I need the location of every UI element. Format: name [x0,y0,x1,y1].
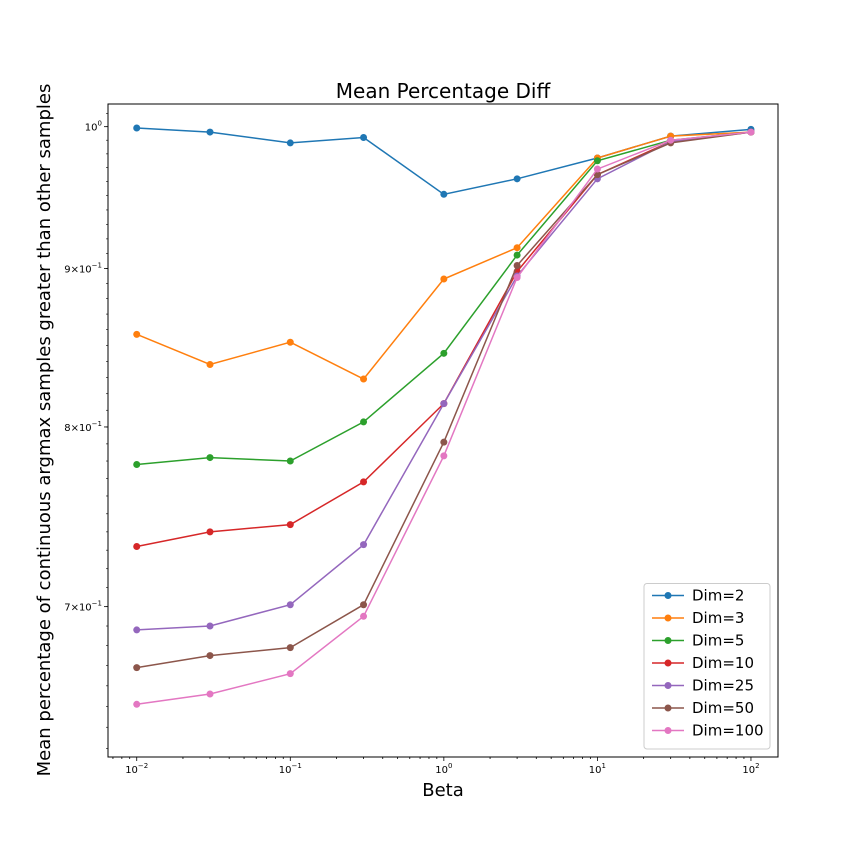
legend-marker [664,704,672,712]
data-point [133,626,141,634]
legend-marker [664,659,672,667]
data-point [286,457,294,465]
data-point [513,251,521,259]
data-point [286,644,294,652]
data-point [593,171,601,179]
data-point [747,128,755,136]
data-point [513,175,521,183]
y-axis-label: Mean percentage of continuous argmax sam… [34,84,55,777]
data-point [206,690,214,698]
x-tick-label: 101 [589,762,606,776]
data-point [593,157,601,165]
data-point [206,454,214,462]
legend-label: Dim=2 [692,587,744,605]
data-point [286,670,294,678]
x-tick-label: 100 [435,762,452,776]
x-tick-label: 10−1 [279,762,302,776]
chart-title: Mean Percentage Diff [336,79,552,103]
y-tick-label: 7×10−1 [64,600,102,614]
data-point [286,139,294,147]
data-point [360,375,368,383]
series-line [136,127,752,196]
legend-marker [664,727,672,734]
legend-label: Dim=3 [692,609,744,627]
series-Dim=5 [133,128,755,468]
data-point [360,478,368,486]
data-point [513,261,521,269]
data-point [206,652,214,660]
y-tick-label: 100 [85,120,102,134]
series-Dim=100 [133,128,755,708]
data-point [440,349,448,357]
data-point [360,418,368,426]
series-line [136,131,752,380]
data-point [133,460,141,468]
data-point [286,338,294,346]
x-tick-label: 102 [742,762,759,776]
data-point [360,133,368,141]
data-point [133,124,141,132]
data-point [206,361,214,369]
legend-marker [664,682,672,689]
data-point [133,542,141,550]
x-tick-label: 10−2 [125,762,148,776]
data-point [513,244,521,252]
plot-area: 10−2 10−1 100 101 102 7×10−1 8×10−1 9×10−1 100 Di… [64,103,779,776]
data-point [206,622,214,630]
data-point [133,700,141,708]
legend-label: Dim=100 [692,722,764,740]
legend: Dim=2 Dim=3 Dim=5 Dim=10 Dim=25 Dim=50 Dim=100 [643,583,771,750]
legend-marker [664,637,672,644]
y-tick-label: 8×10−1 [64,420,102,434]
data-point [513,273,521,281]
legend-label: Dim=5 [692,632,744,650]
legend-marker [664,592,672,599]
data-point [360,601,368,609]
data-point [440,275,448,283]
data-point [286,521,294,529]
data-point [440,452,448,460]
legend-label: Dim=50 [692,699,754,717]
data-point [206,528,214,536]
axes-frame [107,103,779,758]
series-Dim=2 [133,124,755,198]
series-line [136,131,752,631]
data-point [593,165,601,173]
data-point [360,612,368,620]
series-Dim=25 [133,128,755,634]
data-point [286,601,294,609]
data-point [440,190,448,198]
legend-label: Dim=10 [692,654,754,672]
data-point [360,541,368,549]
y-tick-label: 9×10−1 [64,261,102,275]
data-point [133,664,141,672]
series-Dim=3 [133,128,755,383]
legend-marker [664,614,672,622]
legend-label: Dim=25 [692,677,754,695]
x-axis-label: Beta [422,780,464,801]
data-point [133,330,141,338]
data-point [206,128,214,136]
data-point [667,136,675,144]
series-line [136,131,752,466]
data-point [440,400,448,408]
data-point [440,438,448,446]
